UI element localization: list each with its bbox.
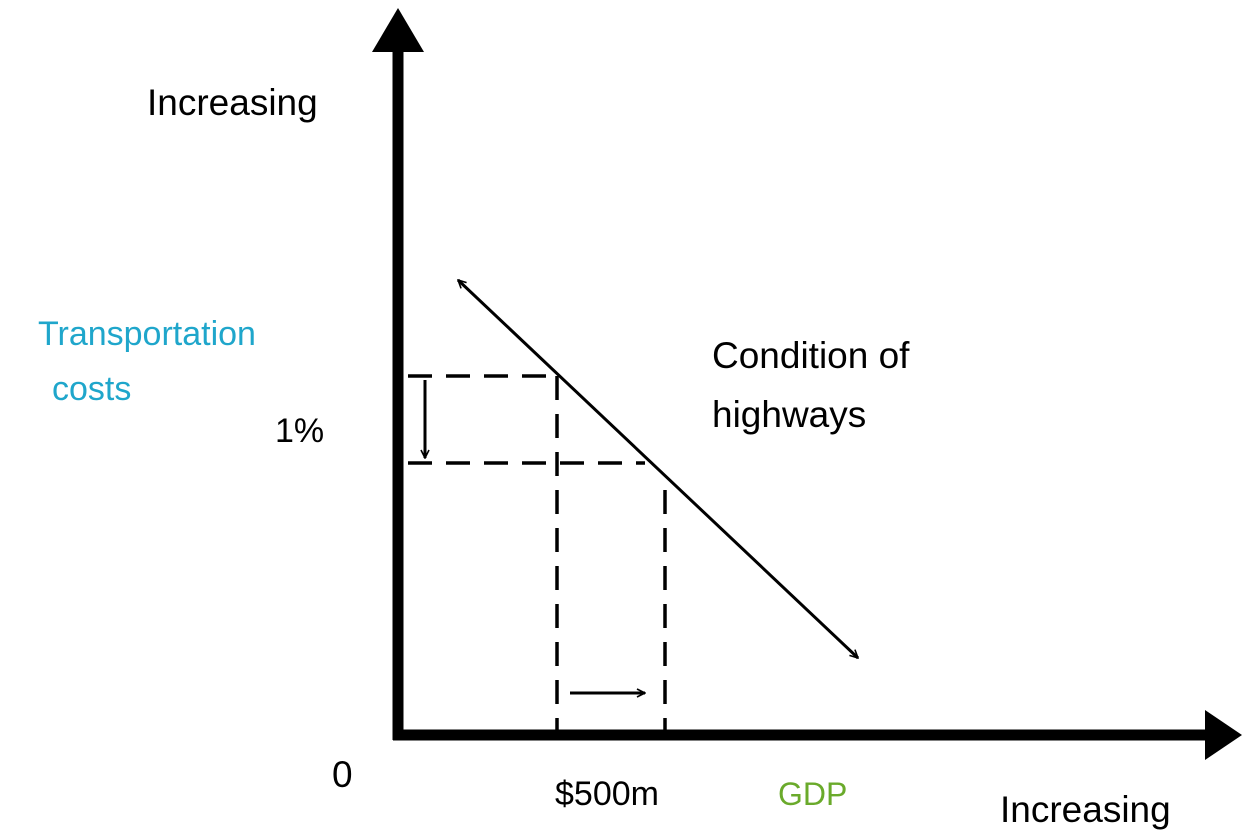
curve-label: Condition of [712, 335, 910, 376]
y-title: Transportation [38, 315, 256, 353]
x-end-label: Increasing [1000, 789, 1171, 830]
x-tick-label: $500m [555, 775, 659, 813]
guides [408, 374, 667, 730]
curve-label: highways [712, 394, 866, 435]
x-title: GDP [778, 776, 847, 812]
demand-curve [458, 280, 858, 658]
origin-label: 0 [332, 754, 353, 795]
x-axis-arrow [1205, 710, 1242, 760]
y-tick-label: 1% [275, 412, 324, 450]
y-title: costs [52, 370, 131, 408]
y-axis-arrow [372, 8, 424, 52]
y-end-label: Increasing [147, 82, 318, 123]
